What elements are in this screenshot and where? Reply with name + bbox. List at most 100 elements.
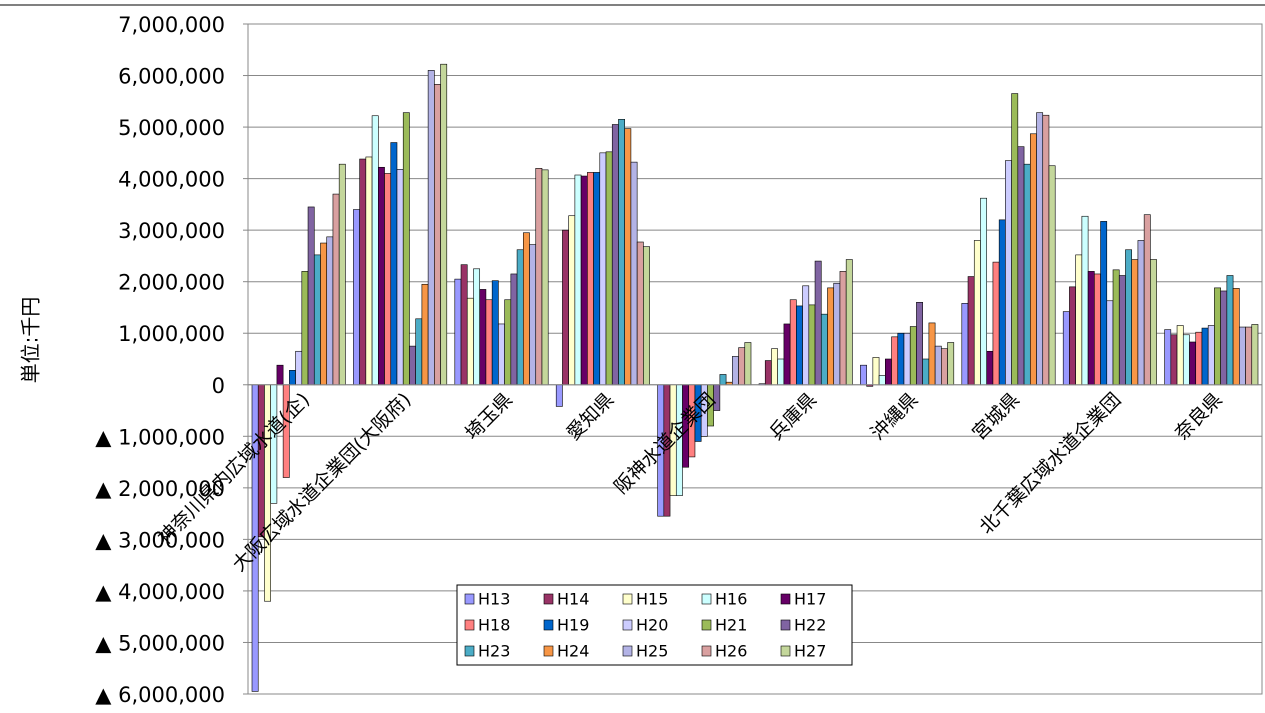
legend-swatch <box>701 593 712 605</box>
legend-label: H17 <box>794 590 826 609</box>
bar <box>1170 334 1178 386</box>
legend-label: H26 <box>715 642 747 661</box>
y-tick-label: ▲ 3,000,000 <box>95 528 225 552</box>
bar <box>491 280 499 386</box>
legend-swatch <box>622 593 633 605</box>
bar <box>1062 311 1070 386</box>
bar <box>313 254 321 386</box>
y-tick-label: 4,000,000 <box>118 168 225 192</box>
bar <box>434 84 441 386</box>
legend-label: H27 <box>794 642 826 661</box>
legend-label: H14 <box>557 590 589 609</box>
legend-swatch <box>780 593 791 605</box>
legend-label: H23 <box>478 642 510 661</box>
bar <box>338 163 346 386</box>
bar <box>365 156 373 386</box>
y-tick-label: 1,000,000 <box>118 322 225 346</box>
y-tick-label: ▲ 1,000,000 <box>95 425 225 449</box>
bar <box>891 336 899 386</box>
bar <box>580 175 588 386</box>
bar <box>568 215 576 386</box>
legend-label: H19 <box>557 616 589 635</box>
legend-swatch <box>701 645 712 657</box>
bar <box>1036 112 1044 386</box>
bar <box>276 364 284 386</box>
bar <box>814 260 822 386</box>
bar <box>1029 133 1037 386</box>
bar <box>1143 214 1151 386</box>
bar <box>872 357 880 386</box>
legend-label: H20 <box>636 616 668 635</box>
bar <box>719 374 727 386</box>
bar <box>922 358 930 386</box>
bar <box>390 142 398 386</box>
bar <box>555 384 563 407</box>
bar <box>1176 325 1184 386</box>
bar <box>998 219 1006 386</box>
bar <box>1125 249 1132 386</box>
legend-label: H25 <box>636 642 668 661</box>
bar <box>485 299 493 386</box>
bar <box>320 242 328 386</box>
bar <box>1100 221 1108 386</box>
legend-label: H21 <box>715 616 747 635</box>
legend-swatch <box>622 645 633 657</box>
bar <box>440 63 448 386</box>
bar <box>980 197 988 386</box>
bar <box>529 244 537 386</box>
bar <box>326 236 334 386</box>
bar <box>961 303 969 386</box>
bar <box>1106 300 1114 386</box>
bar <box>732 356 739 386</box>
bar <box>605 151 613 386</box>
y-tick-label: 2,000,000 <box>118 271 225 295</box>
bar <box>967 276 975 386</box>
y-tick-label: 6,000,000 <box>118 65 225 89</box>
bar <box>1201 327 1209 386</box>
bar <box>643 246 650 386</box>
bar <box>1005 160 1012 386</box>
bar <box>1011 93 1019 386</box>
bar <box>1094 273 1101 386</box>
bar <box>353 209 360 386</box>
bar <box>1214 287 1221 386</box>
bar <box>378 166 385 386</box>
bar <box>396 169 404 386</box>
bar <box>510 273 518 386</box>
bar <box>777 358 785 386</box>
bar <box>986 350 994 386</box>
bar <box>820 313 828 386</box>
bar <box>897 332 905 386</box>
bar <box>1251 324 1259 386</box>
bar <box>916 302 923 386</box>
bar <box>332 193 340 386</box>
bar <box>301 271 309 386</box>
bar <box>415 318 423 386</box>
bar <box>421 283 429 386</box>
y-tick-label: ▲ 4,000,000 <box>95 580 225 604</box>
y-tick-label: ▲ 6,000,000 <box>95 683 225 707</box>
bar <box>402 112 410 386</box>
bar <box>562 229 569 386</box>
bar <box>860 364 867 386</box>
bar <box>454 278 462 386</box>
legend-swatch <box>464 619 475 631</box>
bar <box>1048 165 1056 386</box>
bar <box>738 347 746 386</box>
legend-swatch <box>464 645 475 657</box>
bar <box>1195 331 1203 386</box>
bar <box>1226 275 1234 386</box>
bar <box>903 332 911 386</box>
bar <box>522 232 530 386</box>
legend-swatch <box>543 645 554 657</box>
bar <box>574 174 582 386</box>
y-axis-label: 単位:千円 <box>19 297 43 384</box>
bar <box>1232 288 1240 386</box>
bar <box>783 323 791 386</box>
bar <box>1239 326 1246 386</box>
bar <box>473 268 481 386</box>
bar <box>808 304 816 386</box>
bar <box>611 124 619 386</box>
bar <box>618 119 625 386</box>
bar <box>630 161 638 386</box>
